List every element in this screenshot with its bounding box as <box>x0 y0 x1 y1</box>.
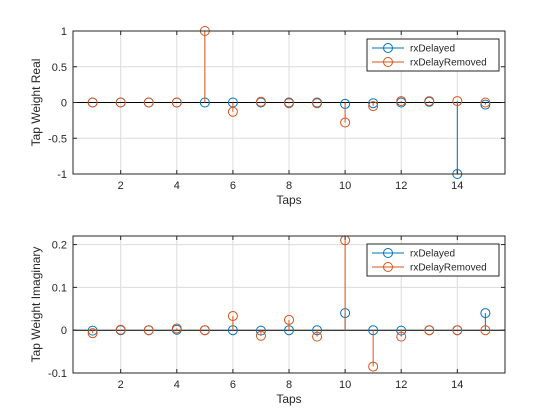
stem-marker <box>424 96 435 107</box>
stem-marker <box>227 311 238 322</box>
stem-marker <box>368 101 379 112</box>
stem-marker <box>87 97 98 108</box>
x-tick-label: 14 <box>451 180 463 192</box>
x-tick-label: 12 <box>395 379 407 391</box>
y-tick-label: 0.2 <box>52 240 67 252</box>
stem-marker <box>87 325 98 336</box>
subplot-1: 2 4 6 8 10 12 14 -1 -0.5 0 0.5 1 Taps Tap Weight Real… <box>29 26 506 207</box>
y-tick-label: 0 <box>61 325 67 337</box>
stem-marker <box>396 96 407 107</box>
legend-marker <box>383 57 393 67</box>
legend-label: rxDelayed <box>410 249 455 260</box>
x-tick-label: 4 <box>174 180 180 192</box>
stem-marker <box>284 314 294 325</box>
x-tick-label: 4 <box>174 379 180 391</box>
subplot-2: 2 4 6 8 10 12 14 -0.1 0 0.1 0.2 Taps Tap Weight Imag… <box>29 235 506 406</box>
legend-marker <box>383 262 393 272</box>
stem-marker <box>368 98 379 109</box>
stem-marker <box>480 308 491 319</box>
legend-label: rxDelayed <box>410 44 455 55</box>
stem-marker <box>115 324 126 335</box>
stem-marker <box>452 96 463 107</box>
stem-marker <box>143 325 154 336</box>
x-tick-label: 10 <box>339 180 351 192</box>
legend: rxDelayed rxDelayRemoved <box>366 38 500 72</box>
stem-marker <box>284 98 294 109</box>
stem-marker <box>227 106 238 117</box>
legend-marker <box>383 248 393 258</box>
stem-marker <box>255 330 266 341</box>
stem-marker <box>199 325 210 336</box>
x-tick-label: 10 <box>339 379 351 391</box>
stem-marker <box>312 98 323 109</box>
x-tick-label: 6 <box>230 180 236 192</box>
y-tick-label: 0 <box>61 98 67 110</box>
stem-marker <box>171 323 182 334</box>
y-tick-label: 1 <box>61 26 67 38</box>
legend-box <box>366 38 500 72</box>
stem-marker <box>171 97 182 108</box>
x-tick-label: 8 <box>286 180 292 192</box>
legend-label: rxDelayRemoved <box>410 263 487 274</box>
y-tick-label: 0.5 <box>52 62 67 74</box>
stem-marker <box>115 97 126 108</box>
stem-marker <box>424 325 435 336</box>
y-tick-label: -0.1 <box>48 368 67 380</box>
stem-marker <box>396 331 407 342</box>
stem-marker <box>312 331 323 342</box>
legend-box <box>366 243 500 277</box>
y-tick-label: 0.1 <box>52 282 67 294</box>
x-tick-label: 14 <box>451 379 463 391</box>
stem-marker <box>255 96 266 107</box>
stem-marker <box>480 325 491 336</box>
series-rxDelayRemoved <box>87 235 491 372</box>
legend: rxDelayed rxDelayRemoved <box>366 243 500 277</box>
x-tick-label: 2 <box>118 180 124 192</box>
x-tick-label: 6 <box>230 379 236 391</box>
y-axis-label: Tap Weight Real <box>29 59 43 147</box>
series-rxDelayRemoved <box>87 26 491 128</box>
x-tick-label: 8 <box>286 379 292 391</box>
stem-marker <box>368 361 379 372</box>
x-axis-label: Taps <box>276 392 301 406</box>
y-tick-label: -0.5 <box>48 133 67 145</box>
stem-marker <box>87 328 98 339</box>
stem-marker <box>452 325 463 336</box>
legend-marker <box>383 43 393 53</box>
stem-marker <box>480 97 491 108</box>
x-tick-label: 12 <box>395 180 407 192</box>
x-axis-label: Taps <box>276 193 301 207</box>
legend-label: rxDelayRemoved <box>410 58 487 69</box>
y-tick-label: -1 <box>57 169 67 181</box>
stem-marker <box>340 117 351 128</box>
x-tick-label: 2 <box>118 379 124 391</box>
y-axis-label: Tap Weight Imaginary <box>29 247 43 363</box>
stem-marker <box>143 97 154 108</box>
